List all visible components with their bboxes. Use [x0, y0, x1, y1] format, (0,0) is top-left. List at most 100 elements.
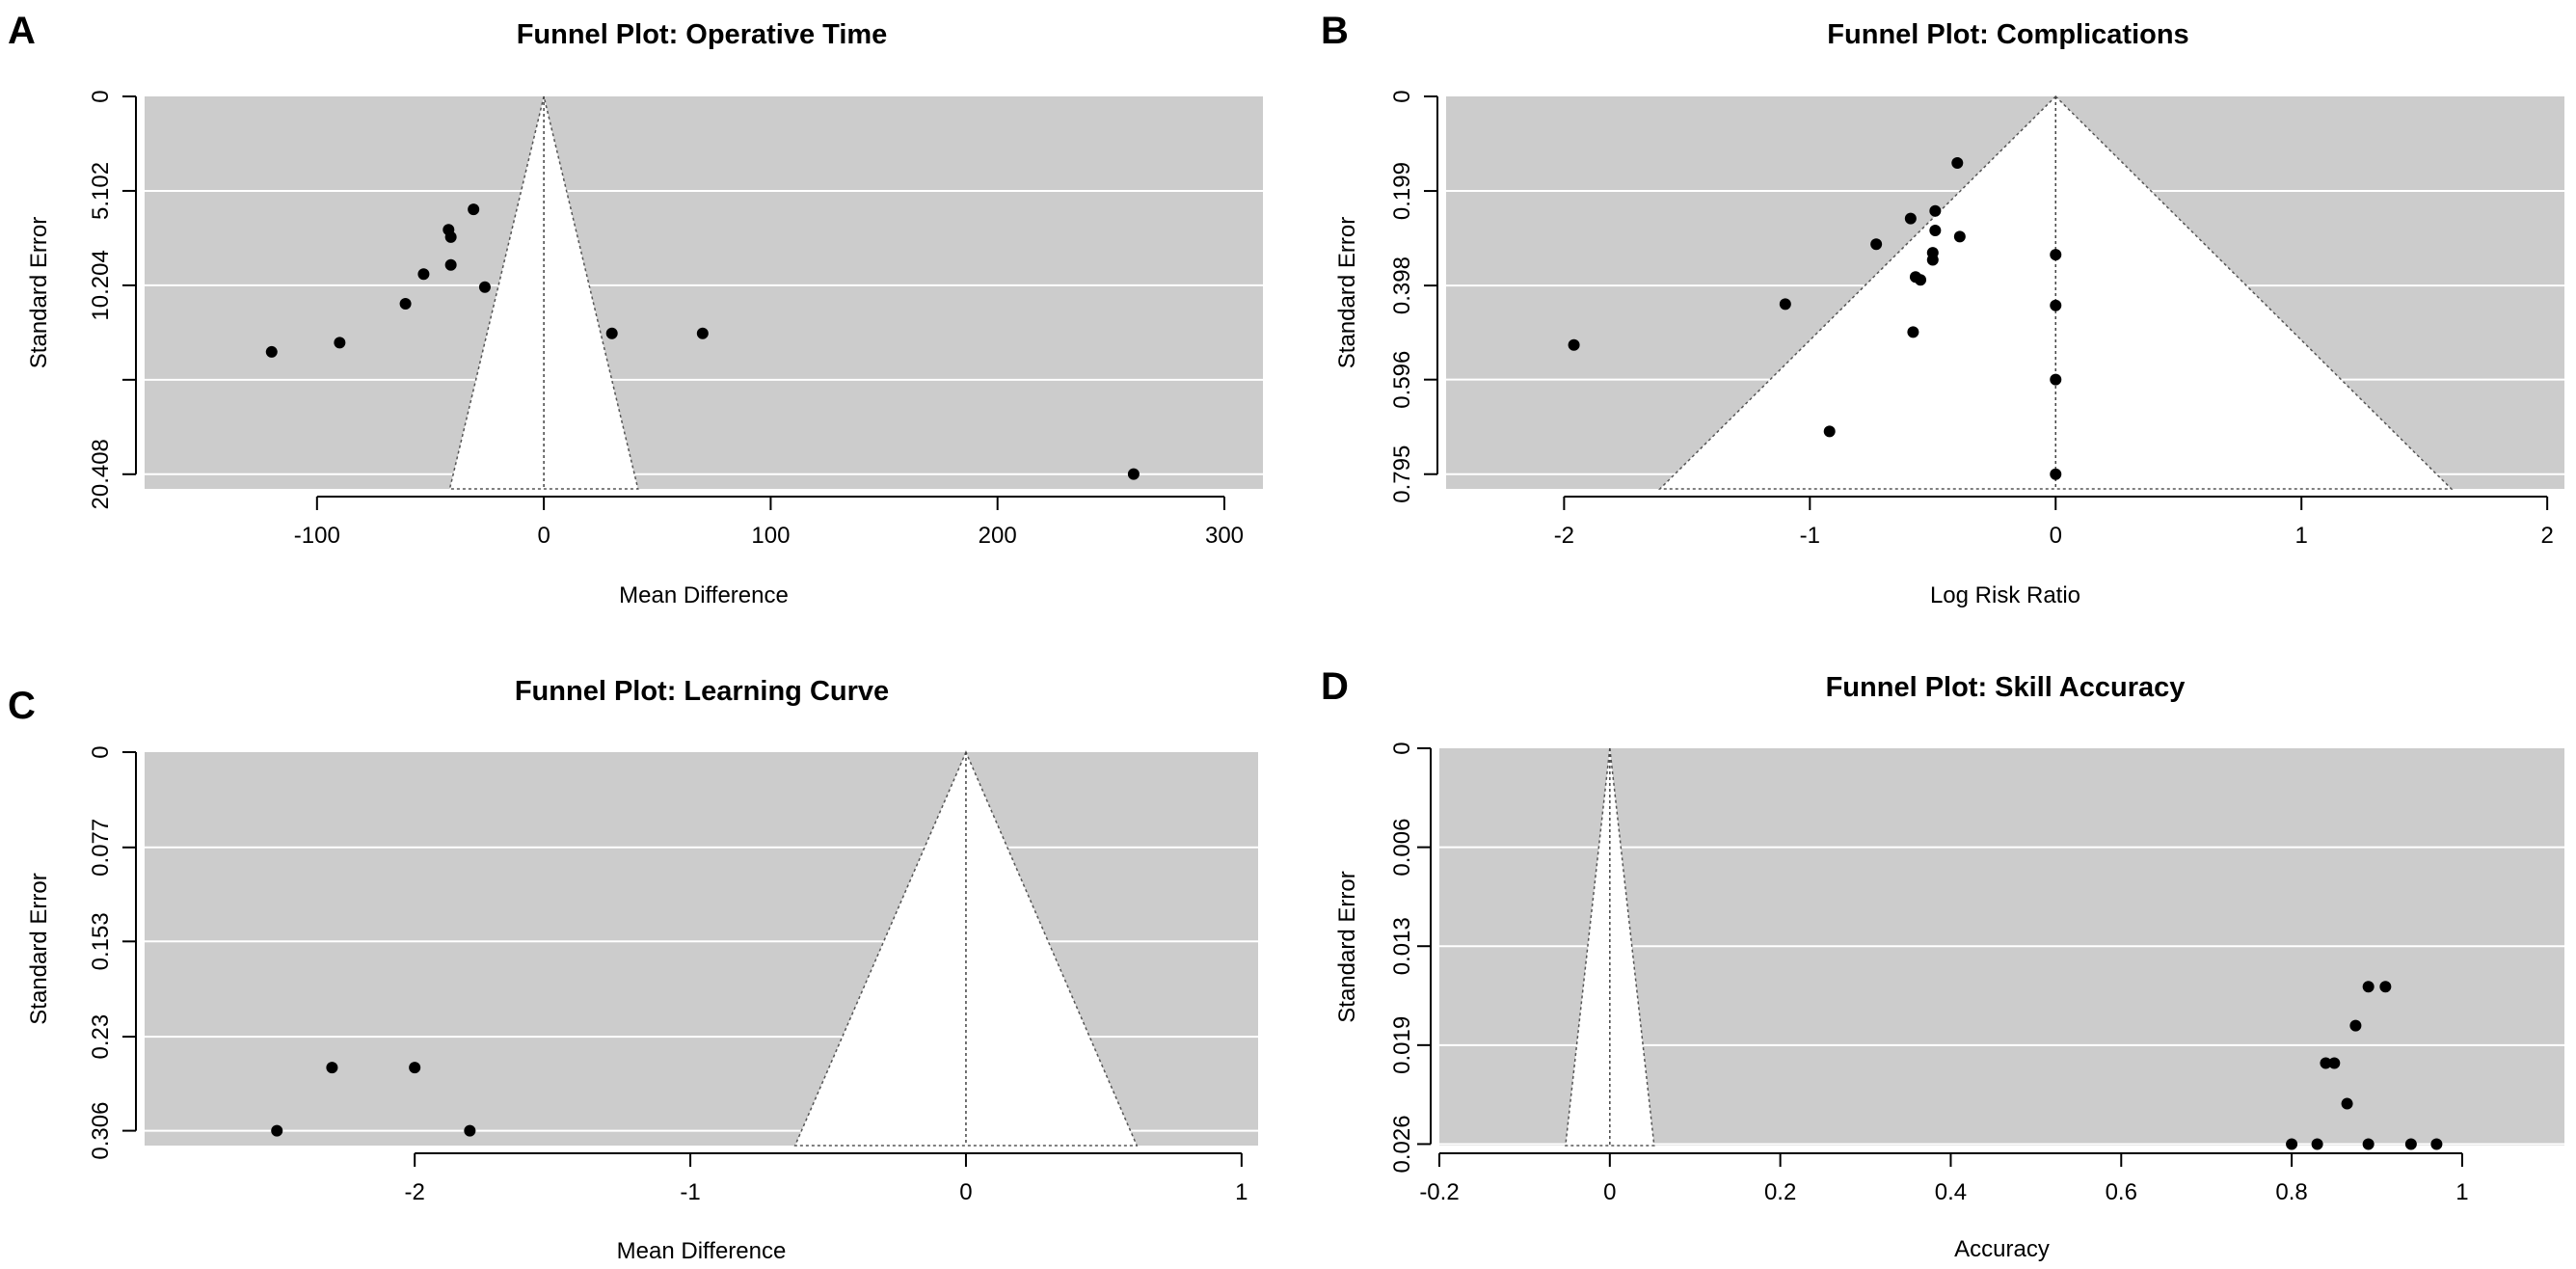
data-point — [1951, 156, 1964, 169]
y-tick-label: 0.153 — [88, 912, 114, 970]
y-tick-label: 0 — [1389, 742, 1415, 754]
data-point — [271, 1124, 283, 1137]
data-point — [605, 327, 618, 339]
x-axis-title: Log Risk Ratio — [1930, 582, 2080, 608]
chart-title: Funnel Plot: Operative Time — [517, 19, 888, 50]
panel-letter: D — [1321, 665, 1349, 708]
y-tick-label: 0 — [1389, 90, 1415, 102]
y-axis-title: Standard Error — [1334, 871, 1360, 1022]
data-point — [265, 345, 278, 358]
x-axis-title: Mean Difference — [619, 582, 789, 608]
y-axis-title: Standard Error — [26, 873, 52, 1024]
x-axis: -0.2 0 0.2 0.4 0.6 0.8 1 — [1419, 1152, 2469, 1205]
data-point — [2362, 981, 2375, 993]
panel-d: -0.2 0 0.2 0.4 0.6 0.8 1 0 0.006 0.013 0.019 0.026 A… — [1321, 665, 2564, 1262]
x-tick-label: 0 — [959, 1179, 972, 1205]
x-axis-title: Mean Difference — [617, 1238, 787, 1264]
x-tick-label: 2 — [2540, 523, 2553, 549]
data-point — [1870, 238, 1883, 251]
x-tick-label: -1 — [1800, 523, 1820, 549]
data-point — [2430, 1138, 2443, 1150]
data-point — [2320, 1057, 2332, 1069]
x-tick-label: 0 — [537, 523, 550, 549]
x-tick-label: -1 — [680, 1179, 700, 1205]
data-point — [2341, 1097, 2353, 1110]
data-point — [1907, 326, 1919, 338]
y-tick-label: 0.077 — [88, 819, 114, 877]
data-point — [464, 1124, 476, 1137]
data-point — [468, 203, 480, 216]
data-point — [1823, 425, 1836, 438]
data-point — [444, 258, 457, 271]
funnel-region — [1657, 94, 2454, 490]
panel-letter: A — [8, 10, 36, 52]
x-tick-label: -2 — [1554, 523, 1574, 549]
data-point — [1929, 204, 1942, 217]
y-tick-label: 0.795 — [1389, 446, 1415, 503]
x-tick-label: 0.8 — [2275, 1179, 2307, 1205]
data-point — [1915, 274, 1927, 286]
x-axis: -2 -1 0 1 2 — [1554, 496, 2554, 549]
data-point — [444, 230, 457, 243]
y-axis: 0 0.199 0.398 0.596 0.795 — [1389, 90, 1438, 503]
y-tick-label: 0.013 — [1389, 917, 1415, 975]
panel-letter: B — [1321, 10, 1349, 52]
data-point — [1779, 298, 1791, 310]
x-tick-label: 0.2 — [1764, 1179, 1796, 1205]
y-tick-label: 0 — [88, 90, 114, 102]
data-point — [2379, 981, 2392, 993]
x-tick-label: 200 — [979, 523, 1017, 549]
y-axis: 0 0.006 0.013 0.019 0.026 — [1389, 742, 1432, 1173]
y-tick-label: 0.026 — [1389, 1115, 1415, 1173]
x-tick-label: -2 — [405, 1179, 425, 1205]
x-tick-label: 0 — [1603, 1179, 1616, 1205]
data-point — [2286, 1138, 2298, 1150]
y-tick-label: 0.019 — [1389, 1016, 1415, 1074]
y-tick-label: 0.398 — [1389, 256, 1415, 314]
x-axis: -2 -1 0 1 — [405, 1152, 1248, 1205]
data-point — [2050, 249, 2062, 261]
plot-background — [145, 96, 1263, 489]
panel-letter: C — [8, 685, 36, 727]
y-tick-label: 0 — [88, 745, 114, 758]
data-point — [2404, 1138, 2417, 1150]
data-point — [2328, 1057, 2341, 1069]
x-tick-label: 1 — [2295, 523, 2308, 549]
x-tick-label: 0.6 — [2106, 1179, 2137, 1205]
data-point — [1929, 224, 1942, 236]
data-point — [1904, 212, 1917, 225]
data-point — [1953, 230, 1966, 243]
x-tick-label: -100 — [294, 523, 340, 549]
y-tick-label: 0.23 — [88, 1014, 114, 1060]
x-tick-label: 300 — [1205, 523, 1244, 549]
data-point — [399, 298, 412, 310]
data-point — [478, 281, 491, 293]
data-point — [2050, 468, 2062, 480]
x-axis-title: Accuracy — [1954, 1236, 2050, 1262]
data-point — [1926, 254, 1939, 266]
y-tick-label: 10.204 — [88, 250, 114, 320]
y-axis-title: Standard Error — [1334, 217, 1360, 368]
y-tick-label: 5.102 — [88, 162, 114, 220]
y-axis: 0 5.102 10.204 20.408 — [88, 90, 137, 509]
x-tick-label: 1 — [1235, 1179, 1248, 1205]
x-tick-label: 0 — [2050, 523, 2062, 549]
panel-c: -2 -1 0 1 0 0.077 0.153 0.23 0.306 Mean Differenc… — [8, 676, 1258, 1264]
funnel-region — [448, 95, 639, 490]
x-tick-label: 1 — [2455, 1179, 2468, 1205]
data-point — [2311, 1138, 2323, 1150]
data-point — [409, 1062, 421, 1074]
y-tick-label: 0.306 — [88, 1102, 114, 1160]
data-point — [326, 1062, 338, 1074]
data-point — [2050, 299, 2062, 311]
data-point — [2050, 373, 2062, 386]
y-axis-title: Standard Error — [26, 217, 52, 368]
panel-a: -100 0 100 200 300 0 5.102 10.204 20.408 Mean Dif… — [8, 10, 1263, 608]
data-point — [1127, 468, 1140, 480]
chart-title: Funnel Plot: Complications — [1827, 19, 2188, 50]
chart-title: Funnel Plot: Skill Accuracy — [1826, 672, 2186, 703]
data-point — [1568, 338, 1580, 351]
y-tick-label: 0.006 — [1389, 819, 1415, 877]
data-point — [334, 337, 346, 349]
